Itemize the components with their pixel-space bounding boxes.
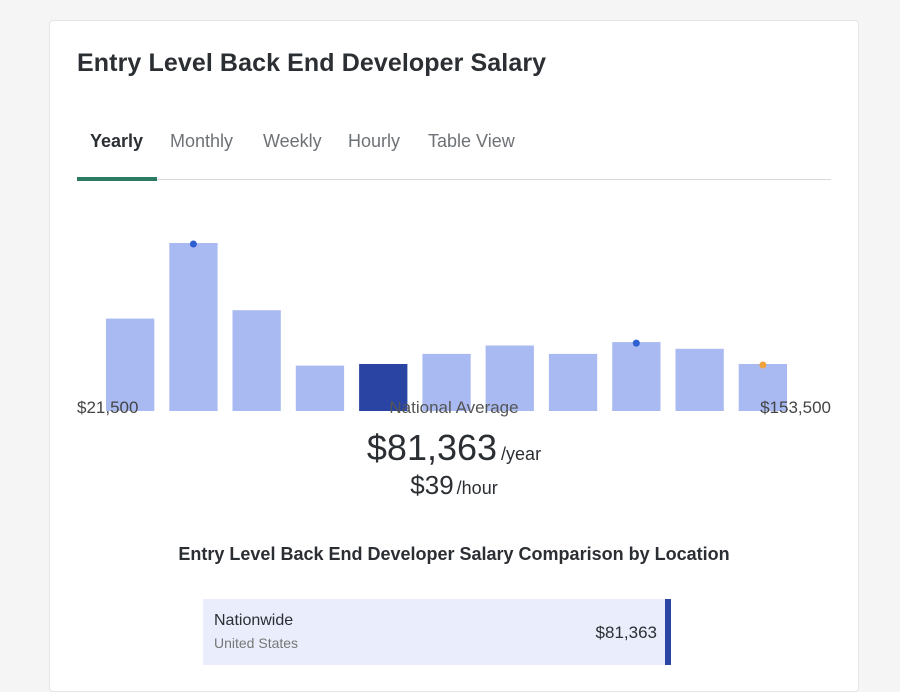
hourly-amount: $39 [410, 470, 454, 500]
histogram-bar[interactable] [106, 318, 155, 411]
histogram-bar[interactable] [738, 364, 787, 411]
location-row-nationwide[interactable]: Nationwide United States $81,363 [203, 599, 671, 665]
bar-marker-dot [632, 339, 640, 347]
yearly-salary: $81,363/year [50, 427, 858, 469]
hourly-salary: $39/hour [50, 470, 858, 501]
hourly-unit: /hour [456, 478, 498, 498]
period-tabs: Yearly Monthly Weekly Hourly Table View [77, 119, 831, 181]
location-country: United States [214, 635, 299, 651]
histogram-bar[interactable] [485, 345, 534, 412]
comparison-title: Entry Level Back End Developer Salary Co… [178, 544, 730, 564]
tab-monthly[interactable]: Monthly [170, 131, 234, 151]
histogram-bar[interactable] [232, 310, 281, 411]
histogram-bar[interactable] [169, 243, 218, 411]
axis-min-label: $21,500 [77, 398, 139, 417]
page-title: Entry Level Back End Developer Salary [77, 49, 547, 77]
histogram-bar[interactable] [612, 342, 661, 411]
location-salary-value: $81,363 [595, 623, 657, 642]
salary-card: Entry Level Back End Developer Salary Ye… [49, 20, 859, 692]
national-average-label: National Average [389, 398, 519, 417]
tab-table-view[interactable]: Table View [428, 131, 515, 151]
location-bar-marker [665, 599, 671, 665]
bar-marker-dot [759, 361, 767, 369]
tab-weekly[interactable]: Weekly [263, 131, 322, 151]
histogram-bar-national-average[interactable] [359, 364, 408, 411]
tab-hourly[interactable]: Hourly [348, 131, 401, 151]
histogram-bar[interactable] [422, 353, 471, 411]
histogram-bar[interactable] [548, 353, 598, 411]
yearly-unit: /year [501, 444, 542, 464]
active-tab-indicator [77, 177, 157, 181]
axis-max-label: $153,500 [760, 398, 831, 417]
tab-yearly[interactable]: Yearly [90, 131, 144, 151]
histogram-bar[interactable] [295, 365, 345, 411]
bar-marker-dot [189, 240, 197, 248]
histogram-bar[interactable] [675, 348, 724, 411]
salary-distribution-chart [106, 240, 787, 412]
yearly-amount: $81,363 [366, 427, 498, 468]
location-name: Nationwide [214, 612, 294, 629]
